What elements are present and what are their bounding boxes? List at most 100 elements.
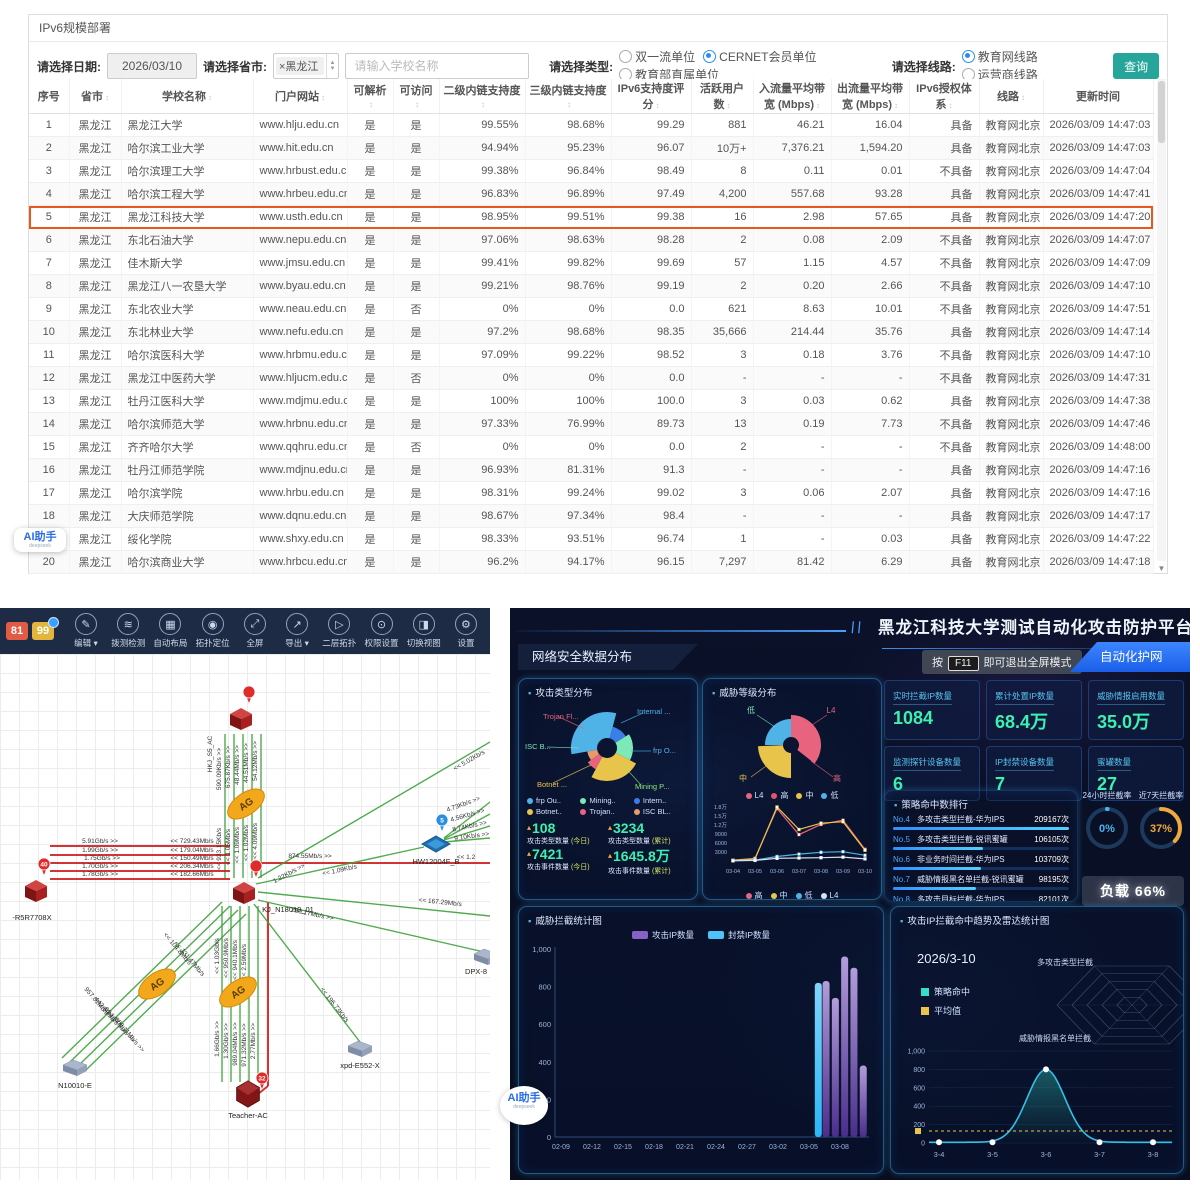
portal-link[interactable]: www.mdjmu.edu.cn (253, 389, 348, 413)
svg-text:<< 2.59Mb/s: << 2.59Mb/s (241, 943, 248, 980)
node-Teacher-AC[interactable]: Teacher-AC 32 (228, 1071, 269, 1120)
portal-link[interactable]: www.qqhru.edu.cn (253, 435, 348, 459)
node-cube[interactable] (230, 685, 256, 730)
tool-自动布局[interactable]: ▦ 自动布局 (152, 613, 188, 649)
node--R5R7708X[interactable]: -R5R7708X 40 (12, 857, 52, 922)
node-KJ_N18010_01[interactable]: KJ_N18010_01 (233, 859, 314, 914)
tool-拓扑定位[interactable]: ◉ 拓扑定位 (195, 613, 231, 649)
portal-link[interactable]: www.hit.edu.cn (253, 136, 348, 160)
table-row[interactable]: 12 黑龙江 黑龙江中医药大学 www.hljucm.edu.cn 是否 0% 0% 0.0-… (29, 366, 1154, 390)
school-name-input[interactable] (345, 53, 530, 79)
ranking-item[interactable]: No.8 多攻击目标拦截-华为IPS 82101次 (885, 893, 1077, 901)
node-DPX-8[interactable]: DPX-8 (465, 948, 490, 976)
table-row[interactable]: 19黑龙江绥化学院www.shxy.edu.cn是是98.33%93.51%96… (29, 527, 1154, 551)
node-ag[interactable]: AG (133, 963, 180, 1005)
table-row[interactable]: 1 黑龙江 黑龙江大学 www.hlju.edu.cn 是是 99.55% 98.68% 99… (29, 113, 1154, 137)
province-select[interactable]: ×黑龙江 ▲ ▼ (273, 53, 340, 79)
table-row[interactable]: 16 黑龙江 牡丹江师范学院 www.mdjnu.edu.cn 是是 96.93% 81.3… (29, 458, 1154, 482)
portal-link[interactable]: www.hrbnu.edu.cn (253, 412, 348, 436)
column-header[interactable]: 活跃用户数 ↕ (691, 79, 754, 114)
portal-link[interactable]: www.hrbust.edu.cn (253, 159, 348, 183)
portal-link[interactable]: www.byau.edu.cn (253, 274, 348, 298)
node-xpd-E552-X[interactable]: xpd-E552-X (340, 1040, 380, 1070)
portal-link[interactable]: www.hlju.edu.cn (253, 113, 348, 137)
ranking-item[interactable]: No.4 多攻击类型拦截-华为IPS 209167次 (885, 813, 1077, 830)
table-scrollbar[interactable] (1157, 79, 1166, 561)
portal-link[interactable]: www.neau.edu.cn (253, 297, 348, 321)
tool-权限设置[interactable]: ⊙ 权限设置 (364, 613, 400, 649)
table-row[interactable]: 13 黑龙江 牡丹江医科大学 www.mdjmu.edu.cn 是是 100% 100% 10… (29, 389, 1154, 413)
portal-link[interactable]: www.dqnu.edu.cn (253, 504, 348, 528)
table-row[interactable]: 17 黑龙江 哈尔滨学院 www.hrbu.edu.cn 是是 98.31% 99.24% 9… (29, 481, 1154, 505)
province-tag[interactable]: ×黑龙江 (276, 57, 324, 75)
portal-link[interactable]: www.hrbeu.edu.cn (253, 182, 348, 206)
query-button[interactable]: 查询 (1113, 53, 1159, 79)
column-header[interactable]: 线路 ↕ (979, 79, 1044, 114)
tool-拨测检测[interactable]: ≋ 拨测检测 (110, 613, 146, 649)
portal-link[interactable]: www.nepu.edu.cn (253, 228, 348, 252)
column-header[interactable]: 可访问↕ (393, 79, 440, 114)
table-row[interactable]: 7 黑龙江 佳木斯大学 www.jmsu.edu.cn 是是 99.41% 99.82% 99… (29, 251, 1154, 275)
table-row[interactable]: 20 黑龙江 哈尔滨商业大学 www.hrbcu.edu.cn 是是 96.2% 94.17… (29, 550, 1154, 574)
ranking-item[interactable]: No.7 威胁情报黑名单拦截-锐讯蜜罐 98195次 (885, 873, 1077, 890)
portal-link[interactable]: www.hrbcu.edu.cn (253, 550, 348, 574)
date-input[interactable] (107, 53, 197, 79)
table-row[interactable]: 10 黑龙江 东北林业大学 www.nefu.edu.cn 是是 97.2% 98.68% 9… (29, 320, 1154, 344)
portal-link[interactable]: www.mdjnu.edu.cn (253, 458, 348, 482)
table-row[interactable]: 6 黑龙江 东北石油大学 www.nepu.edu.cn 是是 97.06% 98.63% 9… (29, 228, 1154, 252)
column-header[interactable]: 门户网站 ↕ (253, 79, 348, 114)
table-row[interactable]: 3 黑龙江 哈尔滨理工大学 www.hrbust.edu.cn 是是 99.38% 96.8… (29, 159, 1154, 183)
table-row[interactable]: 8 黑龙江 黑龙江八一农垦大学 www.byau.edu.cn 是是 99.21% 98.7… (29, 274, 1154, 298)
column-header[interactable]: 可解析↕ (347, 79, 394, 114)
table-row[interactable]: 14 黑龙江 哈尔滨师范大学 www.hrbnu.edu.cn 是是 97.33% 76.9… (29, 412, 1154, 436)
tool-编辑[interactable]: ✎ 编辑 ▾ (68, 613, 104, 649)
table-row[interactable]: 9 黑龙江 东北农业大学 www.neau.edu.cn 是否 0% 0% 0.0 621 8.6… (29, 297, 1154, 321)
table-row[interactable]: 15 黑龙江 齐齐哈尔大学 www.qqhru.edu.cn 是否 0% 0% 0.0 2- - 不… (29, 435, 1154, 459)
portal-link[interactable]: www.jmsu.edu.cn (253, 251, 348, 275)
tool-导出[interactable]: ↗ 导出 ▾ (279, 613, 315, 649)
tool-二层拓扑[interactable]: ▷ 二层拓扑 (321, 613, 357, 649)
ai-assistant-badge[interactable]: AI助手 deepseek (14, 528, 66, 552)
table-row[interactable]: 5 黑龙江 黑龙江科技大学 www.usth.edu.cn 是是 98.95% 99.51%… (29, 205, 1154, 229)
spinner-icon[interactable]: ▲ ▼ (325, 54, 339, 78)
column-header[interactable]: IPv6授权体系 ↕ (909, 79, 980, 114)
ranking-item[interactable]: No.5 多攻击类型拦截-锐讯蜜罐 106105次 (885, 833, 1077, 850)
column-header[interactable]: 省市 ↕ (69, 79, 122, 114)
ai-assistant-badge-2[interactable]: AI助手 deepseek (500, 1086, 548, 1125)
column-header[interactable]: 出流量平均带宽 (Mbps) ↕ (831, 79, 910, 114)
ranking-item[interactable]: No.6 非业务时间拦截-华为IPS 103709次 (885, 853, 1077, 870)
node-ag[interactable]: AG (214, 971, 261, 1013)
node-ag[interactable]: AG (222, 783, 269, 825)
portal-link[interactable]: www.hljucm.edu.cn (253, 366, 348, 390)
alarm-badge[interactable]: 99 (32, 617, 59, 640)
scrollbar-thumb[interactable] (1158, 81, 1165, 143)
portal-link[interactable]: www.hrbmu.edu.cn (253, 343, 348, 367)
topology-canvas[interactable]: 5.91Gb/s >> 1.99Gb/s >> 1.75Gb/s >> 1.70Gb/… (0, 654, 490, 1180)
portal-link[interactable]: www.shxy.edu.cn (253, 527, 348, 551)
tool-切换视图[interactable]: ◨ 切换视图 (406, 613, 442, 649)
line-radio[interactable]: 运营商线路 (961, 66, 1038, 83)
attack-type-legend: frp Ou.. Mining.. Intern.. Botnet.. Trojan..… (519, 796, 697, 818)
column-header[interactable]: 三级内链支持度↕ (525, 79, 612, 114)
table-row[interactable]: 4 黑龙江 哈尔滨工程大学 www.hrbeu.edu.cn 是是 96.83% 96.89… (29, 182, 1154, 206)
type-radio[interactable]: CERNET会员单位 (703, 48, 817, 65)
tool-全屏[interactable]: ⤢ 全屏 (237, 613, 273, 649)
table-row[interactable]: 2 黑龙江 哈尔滨工业大学 www.hit.edu.cn 是是 94.94% 95.23% 9… (29, 136, 1154, 160)
column-header[interactable]: 二级内链支持度↕ (439, 79, 526, 114)
node-HW12004F_B[interactable]: HW12004F_B 5 (412, 813, 460, 866)
portal-link[interactable]: www.hrbu.edu.cn (253, 481, 348, 505)
auto-defense-button[interactable]: 自动化护网 (1070, 642, 1190, 672)
tool-设置[interactable]: ⚙ 设置 (448, 613, 484, 649)
node-N10010-E[interactable]: N10010-E (58, 1059, 92, 1090)
portal-link[interactable]: www.nefu.edu.cn (253, 320, 348, 344)
column-header[interactable]: 学校名称 ↕ (121, 79, 254, 114)
portal-link[interactable]: www.usth.edu.cn (253, 205, 348, 229)
scroll-down-icon[interactable]: ▼ (1157, 564, 1166, 573)
table-row[interactable]: 18 黑龙江 大庆师范学院 www.dqnu.edu.cn 是是 98.67% 97.34%… (29, 504, 1154, 528)
type-radio[interactable]: 双一流单位 (619, 48, 695, 65)
column-header[interactable]: IPv6支持度评分 ↕ (611, 79, 692, 114)
table-row[interactable]: 11 黑龙江 哈尔滨医科大学 www.hrbmu.edu.cn 是是 97.09% 99.2… (29, 343, 1154, 367)
alarm-badge[interactable]: 81 (6, 622, 28, 640)
line-radio[interactable]: 教育网线路 (961, 48, 1038, 65)
column-header[interactable]: 入流量平均带宽 (Mbps) ↕ (753, 79, 832, 114)
